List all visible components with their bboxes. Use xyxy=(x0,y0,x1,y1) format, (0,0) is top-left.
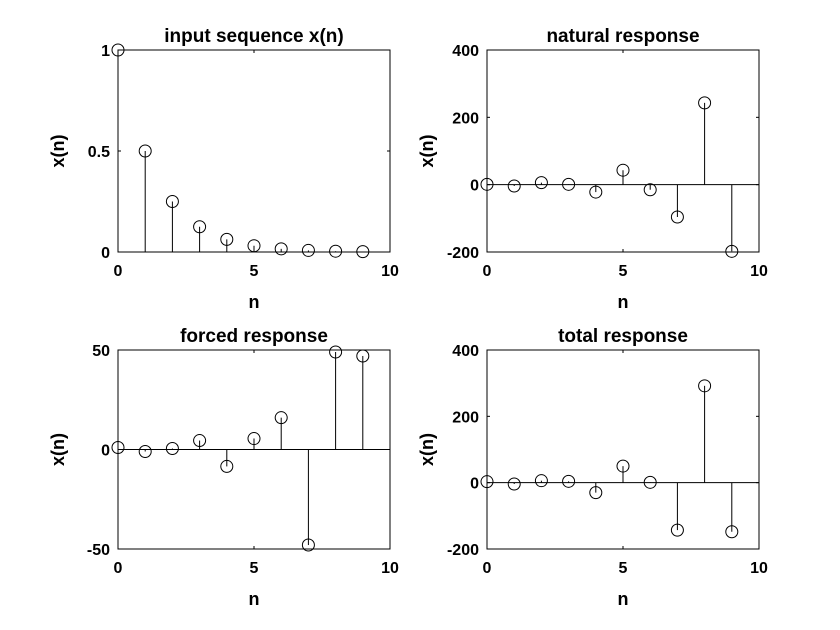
subplot-title: natural response xyxy=(546,26,699,47)
stem-marker xyxy=(138,444,152,458)
y-tick-label: 200 xyxy=(452,110,479,127)
y-axis-label: x(n) xyxy=(48,135,68,168)
x-tick-label: 0 xyxy=(483,560,492,577)
stem-marker xyxy=(356,349,370,363)
x-tick-label: 10 xyxy=(750,560,768,577)
x-tick-label: 10 xyxy=(750,263,768,280)
y-tick-label: 200 xyxy=(452,409,479,426)
y-axis-label: x(n) xyxy=(417,135,437,168)
y-tick-label: 50 xyxy=(92,343,110,360)
stem-marker xyxy=(643,475,657,489)
stem-marker xyxy=(480,177,494,191)
y-tick-label: 0 xyxy=(101,245,110,262)
stem-marker xyxy=(725,525,739,539)
stem-marker xyxy=(534,474,548,488)
subplot-title: input sequence x(n) xyxy=(164,26,343,47)
stem-marker xyxy=(329,345,343,359)
x-axis-label: n xyxy=(618,589,629,609)
subplot-title: forced response xyxy=(180,326,328,347)
x-tick-label: 5 xyxy=(619,263,628,280)
axes-frame xyxy=(117,49,391,253)
stem-marker xyxy=(329,244,343,258)
stem-marker xyxy=(589,486,603,500)
x-axis-label: n xyxy=(618,292,629,312)
y-tick-label: 0.5 xyxy=(88,144,110,161)
y-tick-label: -200 xyxy=(447,542,479,559)
y-tick-label: 400 xyxy=(452,43,479,60)
stem-marker xyxy=(301,538,315,552)
stem-marker xyxy=(616,163,630,177)
stem-marker xyxy=(165,442,179,456)
stem-marker xyxy=(698,96,712,110)
stem-marker xyxy=(274,411,288,425)
y-axis-label: x(n) xyxy=(417,433,437,466)
stem-marker xyxy=(193,220,207,234)
x-axis-label: n xyxy=(249,292,260,312)
stem-marker xyxy=(220,459,234,473)
x-tick-label: 5 xyxy=(250,560,259,577)
stem-marker xyxy=(670,210,684,224)
stem-marker xyxy=(698,379,712,393)
x-tick-label: 0 xyxy=(114,560,123,577)
stem-marker xyxy=(247,432,261,446)
stem-marker xyxy=(589,185,603,199)
axes-frame xyxy=(486,49,760,253)
stem-marker xyxy=(165,195,179,208)
stem-marker xyxy=(562,474,576,488)
x-tick-label: 10 xyxy=(381,263,399,280)
stem-marker xyxy=(193,434,207,448)
stem-marker xyxy=(480,475,494,489)
subplot-title: total response xyxy=(558,326,688,347)
axes-frame xyxy=(486,349,760,550)
x-tick-label: 0 xyxy=(114,263,123,280)
x-tick-label: 10 xyxy=(381,560,399,577)
stem-marker xyxy=(220,232,234,246)
x-tick-label: 5 xyxy=(619,560,628,577)
stem-marker xyxy=(616,459,630,473)
y-tick-label: 400 xyxy=(452,343,479,360)
stem-marker xyxy=(138,144,152,158)
stem-marker xyxy=(247,239,261,253)
stem-marker xyxy=(301,243,315,257)
y-tick-label: 0 xyxy=(470,178,479,195)
stem-marker xyxy=(111,441,125,455)
y-axis-label: x(n) xyxy=(48,433,68,466)
y-tick-label: 0 xyxy=(470,476,479,493)
stem-marker xyxy=(507,477,521,491)
stem-marker xyxy=(670,523,684,537)
stem-marker xyxy=(111,43,125,57)
stem-marker xyxy=(507,179,521,193)
y-tick-label: 1 xyxy=(101,43,110,60)
stem-marker xyxy=(725,244,739,258)
y-tick-label: -200 xyxy=(447,245,479,262)
stem-marker xyxy=(643,183,657,197)
stem-marker xyxy=(274,242,288,256)
stem-marker xyxy=(562,177,576,191)
x-tick-label: 0 xyxy=(483,263,492,280)
y-tick-label: 0 xyxy=(101,443,110,460)
subplot-1: 0 5 10 0 0.5 1 input sequence x(n) n x(n) xyxy=(48,26,399,312)
stem-marker xyxy=(356,245,370,259)
y-tick-label: -50 xyxy=(87,542,110,559)
stem-marker xyxy=(534,176,548,190)
x-tick-label: 5 xyxy=(250,263,259,280)
x-axis-label: n xyxy=(249,589,260,609)
